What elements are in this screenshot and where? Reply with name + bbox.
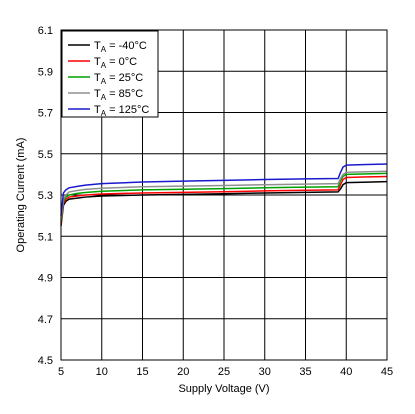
series-line-2 <box>60 172 388 222</box>
legend-entry: TA = 125°C <box>94 104 149 118</box>
y-tick-label: 5.7 <box>38 108 53 120</box>
y-tick-label: 4.9 <box>38 273 53 285</box>
legend-entry: TA = -40°C <box>94 40 147 54</box>
legend-entry: TA = 25°C <box>94 72 143 86</box>
y-tick-label: 5.1 <box>38 231 53 243</box>
x-tick-label: 35 <box>299 366 311 378</box>
x-tick-label: 30 <box>259 366 271 378</box>
plot-frame <box>60 29 388 361</box>
series-line-0 <box>60 180 388 227</box>
x-tick-label: 15 <box>136 366 148 378</box>
x-tick-labels: 5 10 15 20 25 30 35 40 45 <box>58 366 393 378</box>
series-line-4 <box>60 163 388 216</box>
legend-entry: TA = 85°C <box>94 88 143 102</box>
y-axis-label: Operating Current (mA) <box>15 138 27 253</box>
series-line-1 <box>60 175 388 224</box>
y-tick-label: 5.3 <box>38 190 53 202</box>
y-tick-label: 6.1 <box>38 25 53 37</box>
x-tick-label: 5 <box>58 366 64 378</box>
x-tick-label: 20 <box>177 366 189 378</box>
x-tick-label: 10 <box>96 366 108 378</box>
x-axis-label: Supply Voltage (V) <box>178 383 269 395</box>
series-layer <box>60 163 388 227</box>
y-tick-label: 4.7 <box>38 314 53 326</box>
legend-entry: TA = 0°C <box>94 56 137 70</box>
series-line-3 <box>60 170 388 220</box>
y-tick-label: 5.5 <box>38 149 53 161</box>
legend: TA = -40°C TA = 0°C TA = 25°C TA = 85°C TA =… <box>61 30 159 118</box>
x-tick-label: 45 <box>381 366 393 378</box>
y-tick-label: 4.5 <box>38 355 53 367</box>
x-tick-label: 40 <box>340 366 352 378</box>
x-tick-label: 25 <box>218 366 230 378</box>
y-tick-labels: 4.5 4.7 4.9 5.1 5.3 5.5 5.7 5.9 6.1 <box>38 25 53 367</box>
y-tick-label: 5.9 <box>38 66 53 78</box>
